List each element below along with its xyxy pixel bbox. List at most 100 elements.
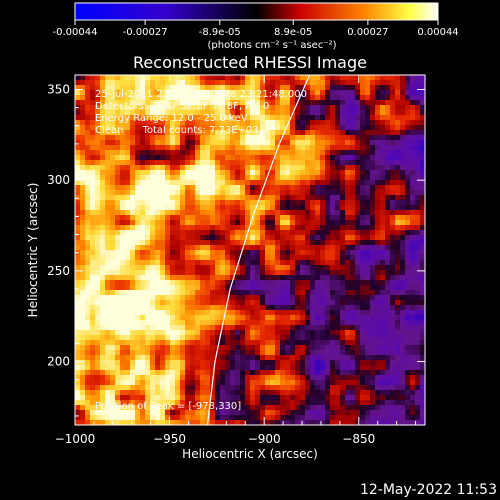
heatmap-cell — [280, 290, 286, 296]
heatmap-cell — [75, 170, 81, 176]
heatmap-cell — [95, 400, 101, 406]
heatmap-cell — [245, 365, 251, 371]
heatmap-cell — [230, 145, 236, 151]
heatmap-cell — [100, 260, 106, 266]
heatmap-cell — [210, 85, 216, 91]
heatmap-cell — [310, 385, 316, 391]
heatmap-cell — [415, 265, 421, 271]
heatmap-cell — [270, 190, 276, 196]
heatmap-cell — [245, 380, 251, 386]
heatmap-cell — [370, 285, 376, 291]
heatmap-cell — [270, 365, 276, 371]
heatmap-cell — [410, 205, 416, 211]
heatmap-cell — [225, 80, 231, 86]
heatmap-cell — [90, 255, 96, 261]
heatmap-cell — [195, 105, 201, 111]
heatmap-cell — [380, 325, 386, 331]
heatmap-cell — [325, 275, 331, 281]
heatmap-cell — [190, 410, 196, 416]
heatmap-cell — [235, 215, 241, 221]
heatmap-cell — [380, 110, 386, 116]
heatmap-cell — [130, 395, 136, 401]
heatmap-cell — [270, 245, 276, 251]
heatmap-cell — [325, 295, 331, 301]
heatmap-cell — [320, 205, 326, 211]
heatmap-cell — [75, 220, 81, 226]
heatmap-cell — [240, 405, 246, 411]
heatmap-cell — [105, 135, 111, 141]
heatmap-cell — [130, 405, 136, 411]
heatmap-cell — [385, 90, 391, 96]
heatmap-cell — [370, 280, 376, 286]
heatmap-cell — [360, 140, 366, 146]
heatmap-cell — [160, 385, 166, 391]
heatmap-cell — [365, 300, 371, 306]
heatmap-cell — [160, 415, 166, 421]
heatmap-cell — [245, 335, 251, 341]
heatmap-cell — [240, 125, 246, 131]
heatmap-cell — [310, 100, 316, 106]
heatmap-cell — [185, 185, 191, 191]
heatmap-cell — [80, 190, 86, 196]
heatmap-cell — [210, 410, 216, 416]
heatmap-cell — [150, 155, 156, 161]
heatmap-cell — [170, 420, 176, 425]
heatmap-cell — [330, 175, 336, 181]
heatmap-cell — [350, 160, 356, 166]
heatmap-cell — [350, 340, 356, 346]
heatmap-cell — [225, 180, 231, 186]
colorbar-tick-label: 8.9e-05 — [274, 27, 312, 38]
heatmap-cell — [325, 355, 331, 361]
heatmap-cell — [225, 380, 231, 386]
heatmap-cell — [235, 340, 241, 346]
heatmap-cell — [135, 380, 141, 386]
heatmap-cell — [75, 150, 81, 156]
heatmap-cell — [355, 110, 361, 116]
heatmap-cell — [185, 270, 191, 276]
heatmap-cell — [315, 335, 321, 341]
heatmap-cell — [225, 310, 231, 316]
heatmap-cell — [295, 345, 301, 351]
heatmap-cell — [90, 170, 96, 176]
heatmap-cell — [420, 210, 425, 216]
heatmap-cell — [115, 110, 121, 116]
heatmap-cell — [360, 200, 366, 206]
heatmap-cell — [345, 80, 351, 86]
heatmap-cell — [335, 230, 341, 236]
heatmap-cell — [270, 120, 276, 126]
heatmap-cell — [130, 120, 136, 126]
heatmap-cell — [200, 400, 206, 406]
heatmap-cell — [365, 135, 371, 141]
heatmap-cell — [365, 145, 371, 151]
heatmap-cell — [130, 345, 136, 351]
heatmap-cell — [295, 420, 301, 425]
heatmap-cell — [390, 350, 396, 356]
heatmap-cell — [135, 405, 141, 411]
heatmap-cell — [320, 405, 326, 411]
heatmap-cell — [375, 330, 381, 336]
heatmap-cell — [265, 80, 271, 86]
heatmap-cell — [120, 290, 126, 296]
heatmap-cell — [360, 420, 366, 425]
heatmap-cell — [340, 310, 346, 316]
heatmap-cell — [170, 250, 176, 256]
heatmap-cell — [335, 155, 341, 161]
heatmap-cell — [90, 310, 96, 316]
heatmap-cell — [335, 390, 341, 396]
heatmap-cell — [165, 200, 171, 206]
heatmap-cell — [140, 85, 146, 91]
heatmap-cell — [285, 235, 291, 241]
heatmap-cell — [205, 285, 211, 291]
heatmap-cell — [180, 75, 186, 81]
heatmap-cell — [145, 75, 151, 81]
heatmap-cell — [310, 85, 316, 91]
heatmap-cell — [125, 320, 131, 326]
heatmap-cell — [75, 295, 81, 301]
heatmap-cell — [380, 225, 386, 231]
heatmap-cell — [120, 335, 126, 341]
heatmap-cell — [290, 85, 296, 91]
heatmap-cell — [225, 280, 231, 286]
heatmap-cell — [295, 405, 301, 411]
heatmap-cell — [145, 265, 151, 271]
heatmap-cell — [90, 325, 96, 331]
